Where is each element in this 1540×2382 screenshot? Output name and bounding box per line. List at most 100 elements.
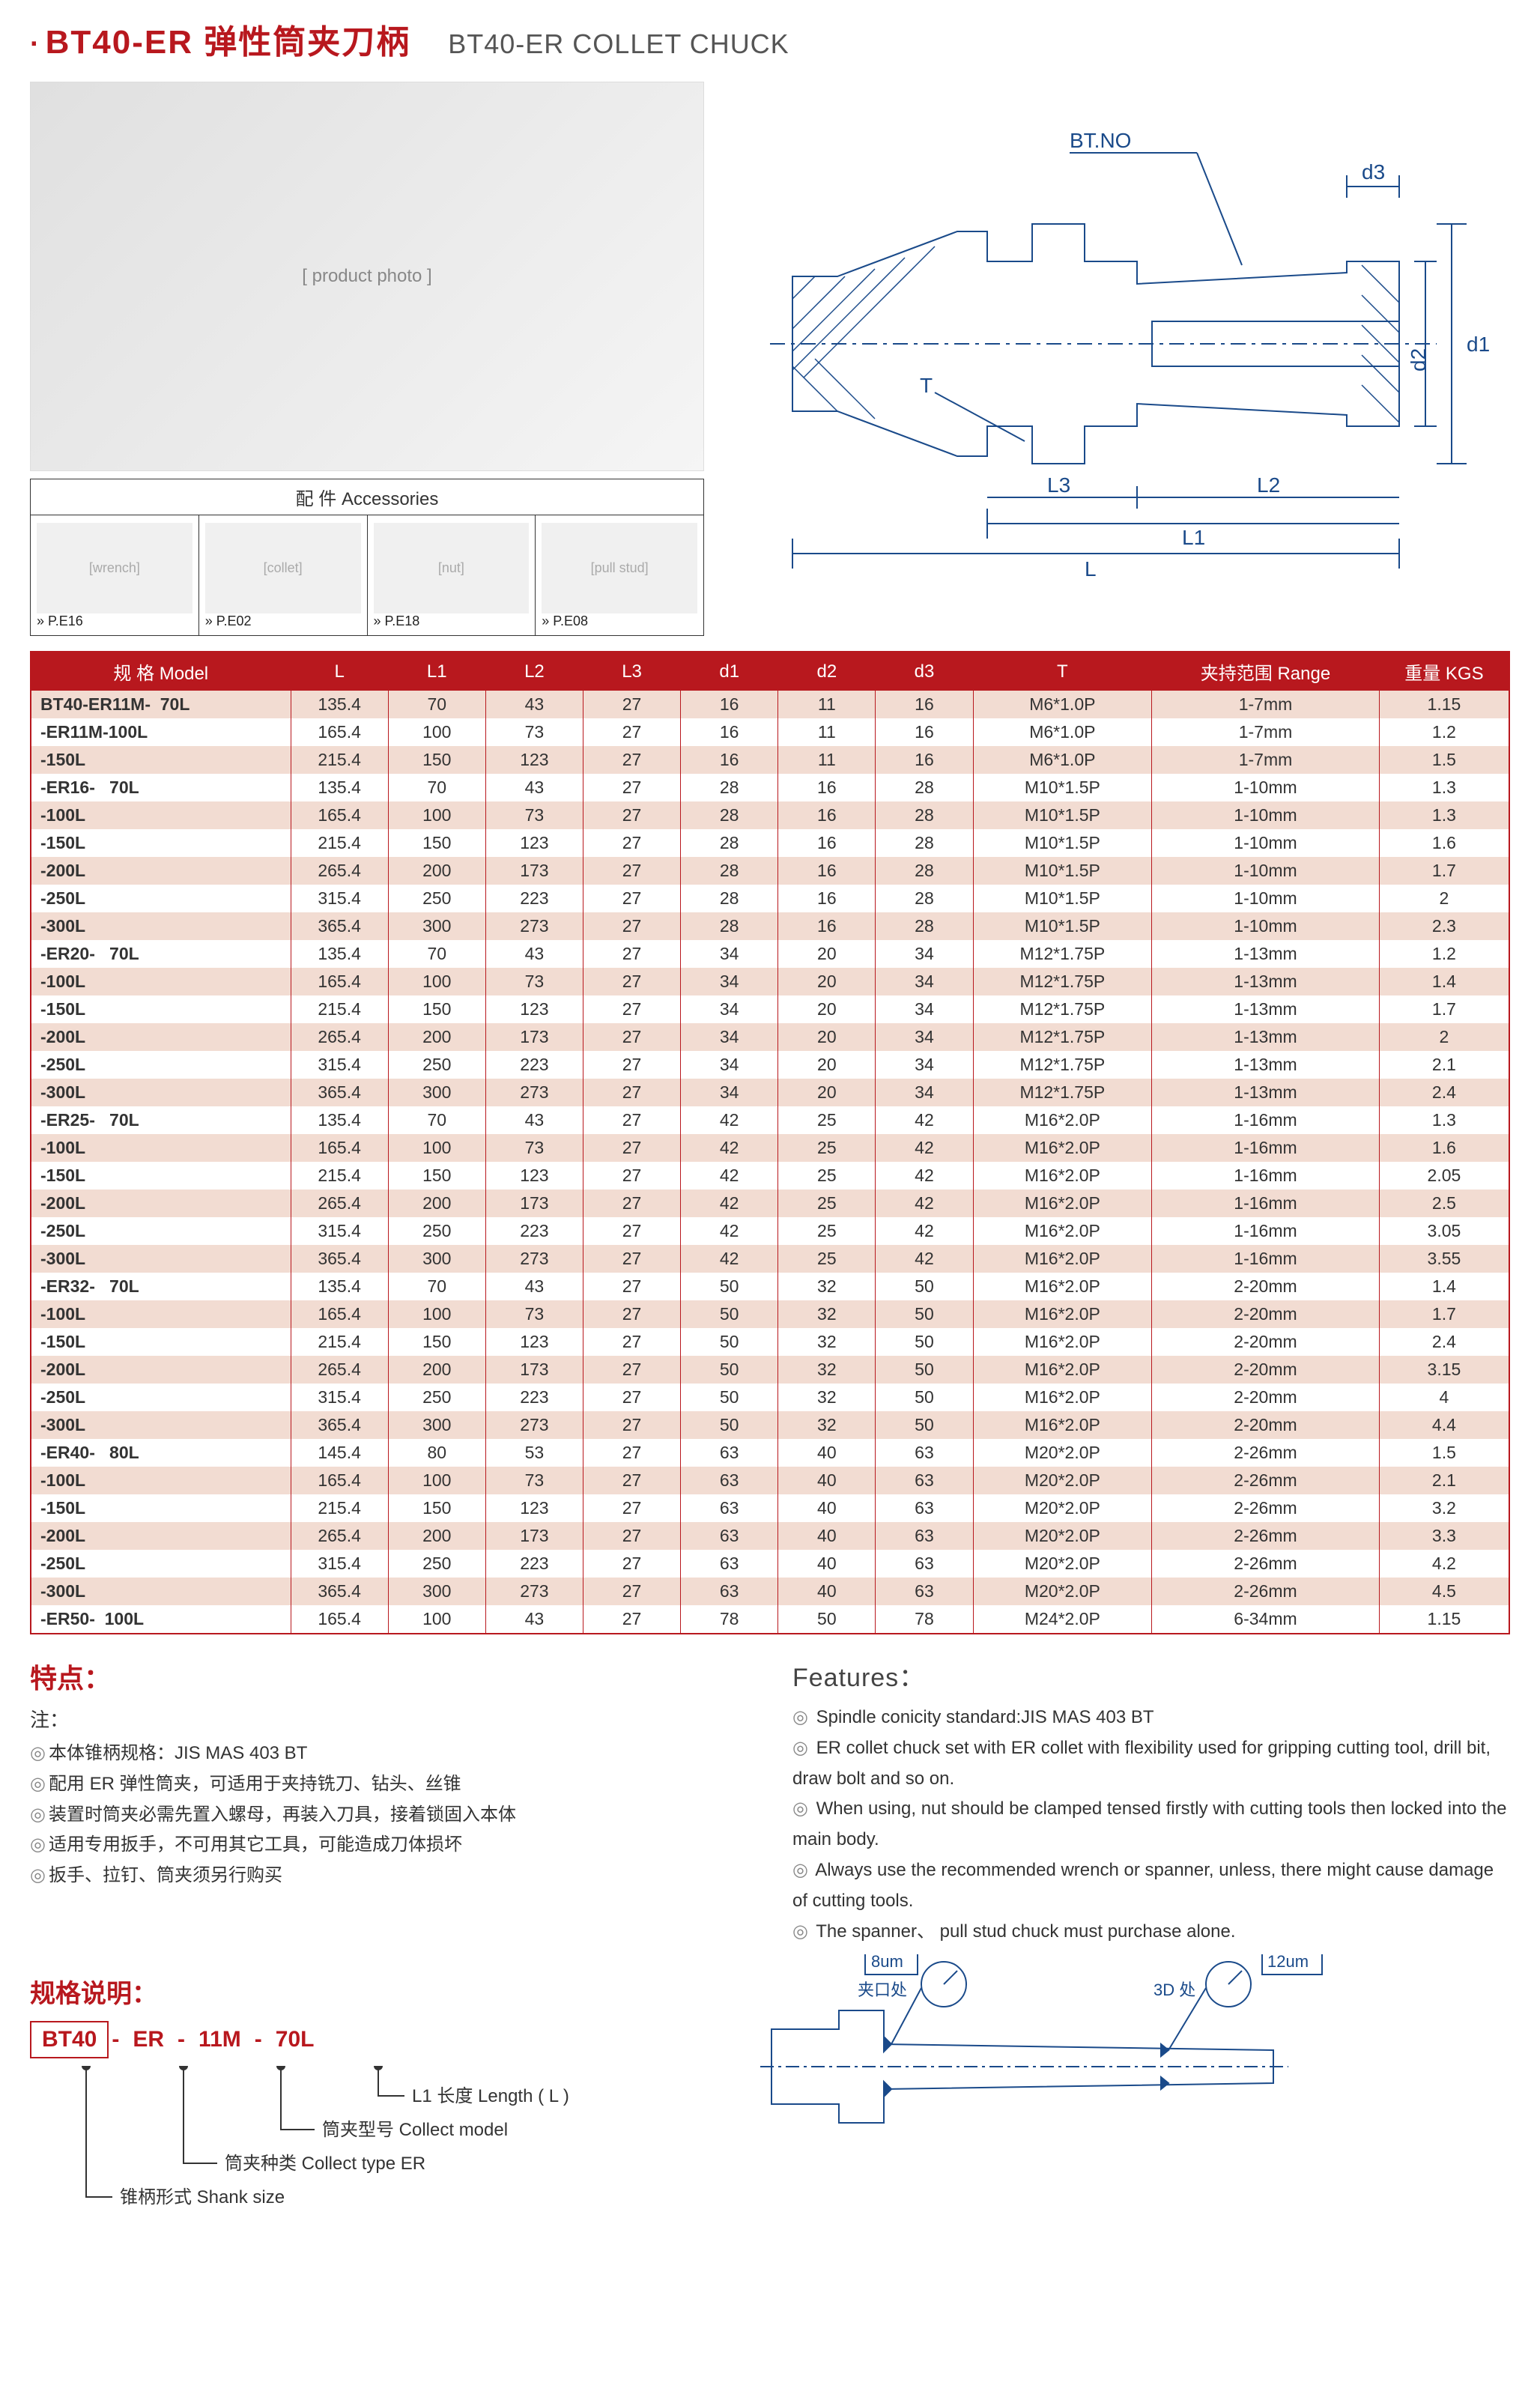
table-cell: 250	[388, 1051, 485, 1079]
table-row: -150L215.415012327422542M16*2.0P1-16mm2.…	[31, 1162, 1509, 1190]
table-cell: 42	[876, 1134, 973, 1162]
table-cell: 315.4	[291, 1217, 388, 1245]
table-cell: 50	[876, 1328, 973, 1356]
table-cell: 150	[388, 995, 485, 1023]
table-cell: 100	[388, 1467, 485, 1494]
table-cell: 2.1	[1379, 1467, 1509, 1494]
table-cell: 315.4	[291, 885, 388, 912]
table-cell: 2.5	[1379, 1190, 1509, 1217]
table-cell: M12*1.75P	[973, 968, 1152, 995]
table-cell: 173	[485, 1356, 583, 1384]
table-cell: M20*2.0P	[973, 1550, 1152, 1578]
table-cell: 28	[681, 912, 778, 940]
table-cell: M10*1.5P	[973, 857, 1152, 885]
table-cell: 27	[583, 718, 680, 746]
table-cell: 315.4	[291, 1384, 388, 1411]
table-cell: 42	[681, 1190, 778, 1217]
table-cell: 63	[681, 1578, 778, 1605]
table-cell: 173	[485, 1522, 583, 1550]
table-cell: 63	[681, 1550, 778, 1578]
table-cell: 1-16mm	[1152, 1106, 1380, 1134]
table-cell: 100	[388, 968, 485, 995]
table-cell: 63	[681, 1494, 778, 1522]
table-cell: 1.4	[1379, 968, 1509, 995]
table-cell: 27	[583, 1550, 680, 1578]
table-cell: 6-34mm	[1152, 1605, 1380, 1634]
table-cell: -300L	[31, 1411, 291, 1439]
table-cell: 300	[388, 912, 485, 940]
table-cell: 165.4	[291, 1134, 388, 1162]
table-cell: 2-20mm	[1152, 1384, 1380, 1411]
table-cell: 27	[583, 912, 680, 940]
feature-line: ◎ The spanner、 pull stud chuck must purc…	[792, 1917, 1510, 1948]
table-cell: 27	[583, 1439, 680, 1467]
accessory-ref: » P.E02	[205, 613, 361, 629]
table-cell: 28	[681, 774, 778, 801]
table-cell: 27	[583, 1245, 680, 1273]
table-cell: 2.3	[1379, 912, 1509, 940]
table-cell: 78	[681, 1605, 778, 1634]
table-cell: M12*1.75P	[973, 995, 1152, 1023]
table-cell: BT40-ER11M- 70L	[31, 691, 291, 718]
svg-text:d1: d1	[1467, 333, 1490, 356]
table-cell: 34	[681, 940, 778, 968]
title-en: BT40-ER COLLET CHUCK	[448, 28, 789, 60]
table-cell: 40	[778, 1494, 876, 1522]
table-cell: 20	[778, 1023, 876, 1051]
accessory-image: [wrench]	[37, 523, 192, 613]
table-cell: 2.4	[1379, 1328, 1509, 1356]
table-cell: 27	[583, 1467, 680, 1494]
table-cell: 73	[485, 801, 583, 829]
table-cell: 20	[778, 1079, 876, 1106]
table-cell: -200L	[31, 1522, 291, 1550]
table-cell: 34	[681, 968, 778, 995]
table-cell: 40	[778, 1439, 876, 1467]
table-row: -300L365.430027327503250M16*2.0P2-20mm4.…	[31, 1411, 1509, 1439]
table-cell: 70	[388, 691, 485, 718]
table-cell: 100	[388, 1605, 485, 1634]
table-cell: 70	[388, 940, 485, 968]
table-cell: 1-10mm	[1152, 857, 1380, 885]
table-cell: 250	[388, 1550, 485, 1578]
table-row: -300L365.430027327634063M20*2.0P2-26mm4.…	[31, 1578, 1509, 1605]
table-cell: 28	[876, 829, 973, 857]
table-cell: 165.4	[291, 801, 388, 829]
table-cell: 1-16mm	[1152, 1134, 1380, 1162]
table-cell: 27	[583, 1605, 680, 1634]
table-cell: 25	[778, 1190, 876, 1217]
table-cell: M16*2.0P	[973, 1190, 1152, 1217]
table-cell: 28	[876, 774, 973, 801]
table-row: -ER32- 70L135.4704327503250M16*2.0P2-20m…	[31, 1273, 1509, 1300]
table-row: -100L165.41007327503250M16*2.0P2-20mm1.7	[31, 1300, 1509, 1328]
table-cell: 215.4	[291, 995, 388, 1023]
table-cell: 34	[681, 1079, 778, 1106]
table-cell: 150	[388, 1162, 485, 1190]
table-cell: 50	[876, 1300, 973, 1328]
table-cell: 70	[388, 1106, 485, 1134]
table-cell: 215.4	[291, 1162, 388, 1190]
table-row: -200L265.420017327281628M10*1.5P1-10mm1.…	[31, 857, 1509, 885]
table-cell: 27	[583, 1411, 680, 1439]
svg-text:筒夹种类 Collect type ER: 筒夹种类 Collect type ER	[225, 2154, 425, 2174]
table-cell: M6*1.0P	[973, 718, 1152, 746]
accessory-cell: [collet]» P.E02	[199, 515, 368, 635]
table-row: -ER11M-100L165.41007327161116M6*1.0P1-7m…	[31, 718, 1509, 746]
table-cell: 100	[388, 718, 485, 746]
table-cell: 63	[876, 1467, 973, 1494]
table-cell: 28	[681, 857, 778, 885]
table-cell: 34	[876, 1079, 973, 1106]
table-cell: 16	[778, 912, 876, 940]
table-cell: 365.4	[291, 912, 388, 940]
table-cell: 43	[485, 1273, 583, 1300]
table-cell: 150	[388, 1494, 485, 1522]
accessory-ref: » P.E08	[542, 613, 697, 629]
table-cell: -300L	[31, 1245, 291, 1273]
table-cell: M16*2.0P	[973, 1245, 1152, 1273]
table-cell: 223	[485, 885, 583, 912]
table-row: -250L315.425022327634063M20*2.0P2-26mm4.…	[31, 1550, 1509, 1578]
table-cell: 173	[485, 1190, 583, 1217]
spec-part-model: 11M	[188, 2022, 252, 2057]
table-cell: 40	[778, 1467, 876, 1494]
table-cell: 1.4	[1379, 1273, 1509, 1300]
table-cell: 135.4	[291, 774, 388, 801]
